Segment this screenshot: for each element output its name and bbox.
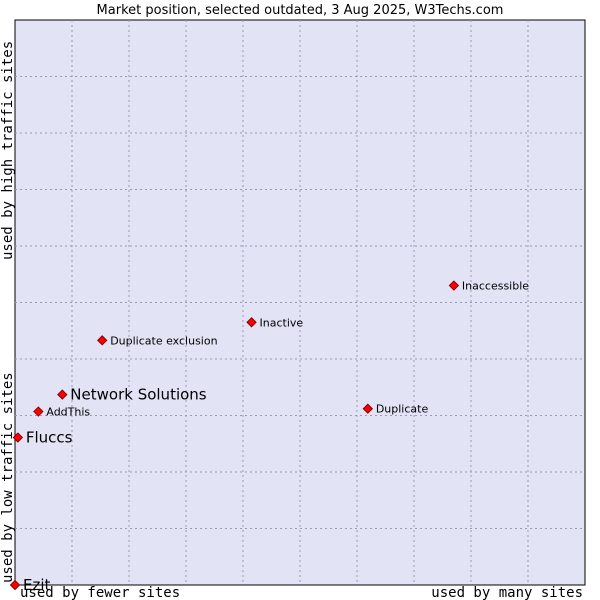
x-axis-label-left: used by fewer sites [20,585,180,600]
point-label: Fluccs [26,429,73,447]
y-axis-label-bottom: used by low traffic sites [0,372,16,583]
data-point: Inactive [246,316,304,329]
point-marker [448,280,460,291]
point-label: Duplicate exclusion [110,334,217,347]
data-points: Inaccessible Inactive Duplicate exclusion N… [9,280,529,594]
point-marker [9,579,21,591]
point-marker [246,317,257,328]
point-marker [362,403,374,414]
point-marker [97,335,108,346]
grid-lines [15,20,585,585]
chart-title: Market position, selected outdated, 3 Au… [97,3,504,18]
point-marker [57,389,68,400]
point-label: Inaccessible [462,280,529,293]
point-label: Network Solutions [70,386,207,404]
y-axis-label-top: used by high traffic sites [0,41,16,260]
data-point: Duplicate [362,403,429,416]
data-point: Ezit [9,576,51,594]
point-marker [33,406,44,417]
point-label: AddThis [46,406,90,419]
data-point: Duplicate exclusion [97,334,218,347]
x-axis-label-right: used by many sites [431,585,583,600]
point-label: Duplicate [376,403,429,416]
data-point: Network Solutions [57,386,207,404]
data-point: Inaccessible [448,280,529,293]
data-point: AddThis [33,406,90,419]
point-label: Ezit [23,576,51,594]
point-marker [12,432,24,443]
data-point: Fluccs [12,429,73,447]
point-label: Inactive [260,316,304,329]
